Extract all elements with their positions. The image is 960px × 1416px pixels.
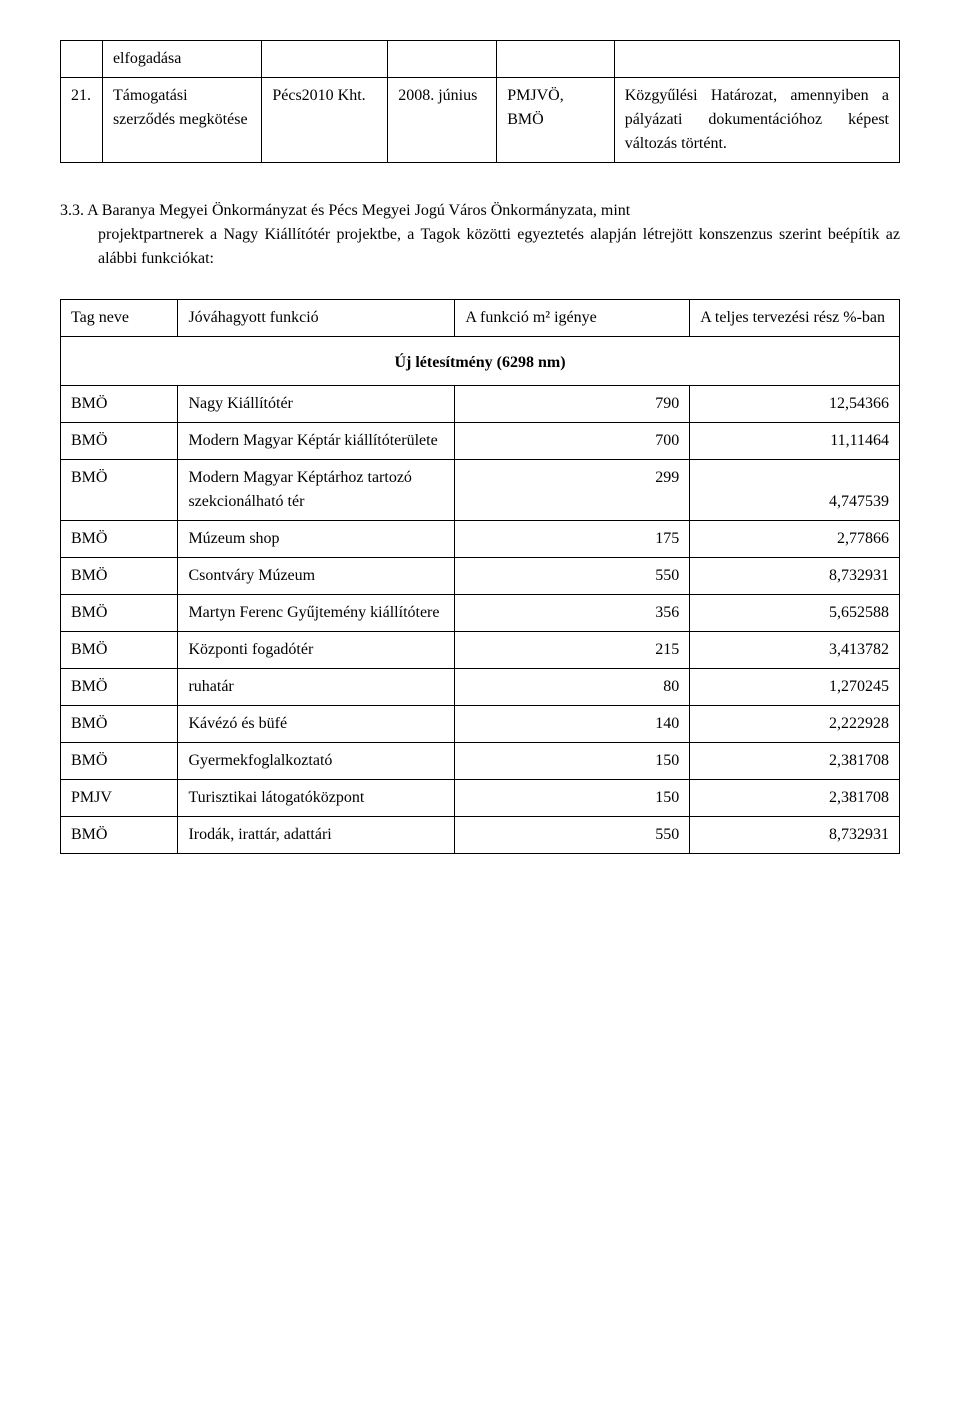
cell: Támogatási szerződés megkötése [102, 78, 261, 163]
cell-tag: BMÖ [61, 558, 178, 595]
section-title-row: Új létesítmény (6298 nm) [61, 337, 900, 386]
paragraph-3-3: 3.3. A Baranya Megyei Önkormányzat és Pé… [60, 199, 900, 271]
cell: Pécs2010 Kht. [262, 78, 388, 163]
table-row: BMÖKávézó és büfé1402,222928 [61, 706, 900, 743]
table-row: PMJVTurisztikai látogatóközpont1502,3817… [61, 780, 900, 817]
cell-m2: 150 [455, 743, 690, 780]
cell-m2: 80 [455, 669, 690, 706]
cell: elfogadása [102, 41, 261, 78]
cell-func: Csontváry Múzeum [178, 558, 455, 595]
cell-tag: BMÖ [61, 386, 178, 423]
col-tag: Tag neve [61, 300, 178, 337]
table-row: BMÖIrodák, irattár, adattári5508,732931 [61, 817, 900, 854]
cell-pct: 2,381708 [690, 743, 900, 780]
cell [388, 41, 497, 78]
cell-m2: 790 [455, 386, 690, 423]
table-row: BMÖCsontváry Múzeum5508,732931 [61, 558, 900, 595]
cell-func: Martyn Ferenc Gyűjtemény kiállítótere [178, 595, 455, 632]
cell-m2: 550 [455, 817, 690, 854]
cell-func: Kávézó és büfé [178, 706, 455, 743]
table-row: BMÖModern Magyar Képtár kiállítóterülete… [61, 423, 900, 460]
cell-func: Gyermekfoglalkoztató [178, 743, 455, 780]
cell-pct: 5,652588 [690, 595, 900, 632]
cell: PMJVÖ, BMÖ [497, 78, 614, 163]
cell-pct: 8,732931 [690, 558, 900, 595]
paragraph-line1: A Baranya Megyei Önkormányzat és Pécs Me… [87, 202, 630, 219]
cell-func: Modern Magyar Képtár kiállítóterülete [178, 423, 455, 460]
cell-tag: BMÖ [61, 632, 178, 669]
cell-m2: 175 [455, 521, 690, 558]
table-row: BMÖModern Magyar Képtárhoz tartozó szekc… [61, 460, 900, 521]
table-header-row: Tag neve Jóváhagyott funkció A funkció m… [61, 300, 900, 337]
cell-func: Turisztikai látogatóközpont [178, 780, 455, 817]
cell-tag: BMÖ [61, 817, 178, 854]
cell-tag: BMÖ [61, 669, 178, 706]
table-row: elfogadása [61, 41, 900, 78]
cell-m2: 550 [455, 558, 690, 595]
table-row: BMÖGyermekfoglalkoztató1502,381708 [61, 743, 900, 780]
cell-m2: 140 [455, 706, 690, 743]
cell-tag: PMJV [61, 780, 178, 817]
cell-m2: 356 [455, 595, 690, 632]
section-title: Új létesítmény (6298 nm) [61, 337, 900, 386]
cell-pct: 1,270245 [690, 669, 900, 706]
cell-m2: 299 [455, 460, 690, 521]
cell-func: Nagy Kiállítótér [178, 386, 455, 423]
table-row: 21.Támogatási szerződés megkötésePécs201… [61, 78, 900, 163]
cell-m2: 150 [455, 780, 690, 817]
cell-pct: 8,732931 [690, 817, 900, 854]
table-row: BMÖKözponti fogadótér2153,413782 [61, 632, 900, 669]
paragraph-rest: projektpartnerek a Nagy Kiállítótér proj… [60, 223, 900, 271]
cell-pct: 2,381708 [690, 780, 900, 817]
cell-func: Irodák, irattár, adattári [178, 817, 455, 854]
table-contracts: elfogadása21.Támogatási szerződés megköt… [60, 40, 900, 163]
cell [262, 41, 388, 78]
cell-pct: 2,222928 [690, 706, 900, 743]
cell-tag: BMÖ [61, 743, 178, 780]
cell-tag: BMÖ [61, 595, 178, 632]
cell-func: Központi fogadótér [178, 632, 455, 669]
cell-pct: 11,11464 [690, 423, 900, 460]
cell-pct: 2,77866 [690, 521, 900, 558]
col-pct: A teljes tervezési rész %-ban [690, 300, 900, 337]
cell-func: Múzeum shop [178, 521, 455, 558]
cell-pct: 4,747539 [690, 460, 900, 521]
cell-tag: BMÖ [61, 460, 178, 521]
paragraph-lead: 3.3. [60, 202, 84, 219]
cell [61, 41, 103, 78]
cell-tag: BMÖ [61, 521, 178, 558]
cell [614, 41, 899, 78]
cell-func: ruhatár [178, 669, 455, 706]
cell-pct: 12,54366 [690, 386, 900, 423]
table-row: BMÖMúzeum shop1752,77866 [61, 521, 900, 558]
table-row: BMÖMartyn Ferenc Gyűjtemény kiállítótere… [61, 595, 900, 632]
cell-func: Modern Magyar Képtárhoz tartozó szekcion… [178, 460, 455, 521]
cell: Közgyűlési Határozat, amennyiben a pályá… [614, 78, 899, 163]
cell-tag: BMÖ [61, 423, 178, 460]
cell-m2: 700 [455, 423, 690, 460]
table-functions: Tag neve Jóváhagyott funkció A funkció m… [60, 299, 900, 854]
table-row: BMÖruhatár801,270245 [61, 669, 900, 706]
cell-pct: 3,413782 [690, 632, 900, 669]
cell: 21. [61, 78, 103, 163]
table-row: BMÖNagy Kiállítótér79012,54366 [61, 386, 900, 423]
col-m2: A funkció m² igénye [455, 300, 690, 337]
col-func: Jóváhagyott funkció [178, 300, 455, 337]
cell-m2: 215 [455, 632, 690, 669]
cell [497, 41, 614, 78]
cell-tag: BMÖ [61, 706, 178, 743]
cell: 2008. június [388, 78, 497, 163]
